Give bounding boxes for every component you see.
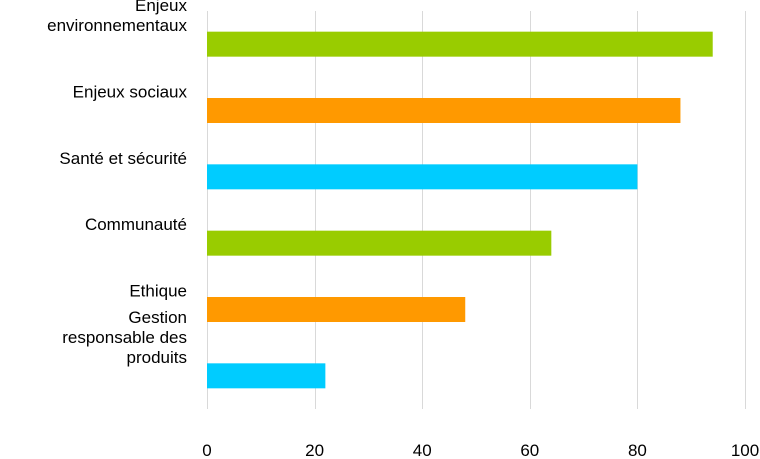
gridlines xyxy=(207,11,746,409)
x-tick-label-20: 20 xyxy=(305,441,324,459)
bar-2 xyxy=(207,164,638,190)
x-tick-label-0: 0 xyxy=(202,441,211,459)
x-tick-label-100: 100 xyxy=(731,441,759,459)
category-label-2: Santé et sécurité xyxy=(59,149,187,168)
category-label-line: responsable des xyxy=(62,328,187,347)
x-axis-tick-labels: 0 20 40 60 80 100 xyxy=(202,441,759,459)
category-label-line: Enjeux xyxy=(135,0,187,15)
bar-5 xyxy=(207,363,326,389)
x-tick-label-80: 80 xyxy=(628,441,647,459)
bar-3 xyxy=(207,230,552,256)
category-label-line: Gestion xyxy=(128,308,187,327)
bar-0 xyxy=(207,31,713,57)
x-tick-label-40: 40 xyxy=(413,441,432,459)
category-label-line: environnementaux xyxy=(47,16,187,35)
category-label-0: Enjeux environnementaux xyxy=(47,0,187,35)
category-label-line: Santé et sécurité xyxy=(59,149,187,168)
category-label-line: Ethique xyxy=(129,282,187,301)
category-labels: Enjeux environnementaux Enjeux sociaux Sant… xyxy=(47,0,187,367)
bar-1 xyxy=(207,98,681,123)
category-label-line: produits xyxy=(127,348,187,367)
category-label-5: Gestion responsable des produits xyxy=(62,308,187,367)
category-label-3: Communauté xyxy=(85,215,187,234)
category-label-4: Ethique xyxy=(129,282,187,301)
x-tick-label-60: 60 xyxy=(520,441,539,459)
category-label-line: Enjeux sociaux xyxy=(73,83,188,102)
category-label-1: Enjeux sociaux xyxy=(73,83,188,102)
bar-4 xyxy=(207,297,466,322)
bars xyxy=(207,31,713,389)
category-label-line: Communauté xyxy=(85,215,187,234)
